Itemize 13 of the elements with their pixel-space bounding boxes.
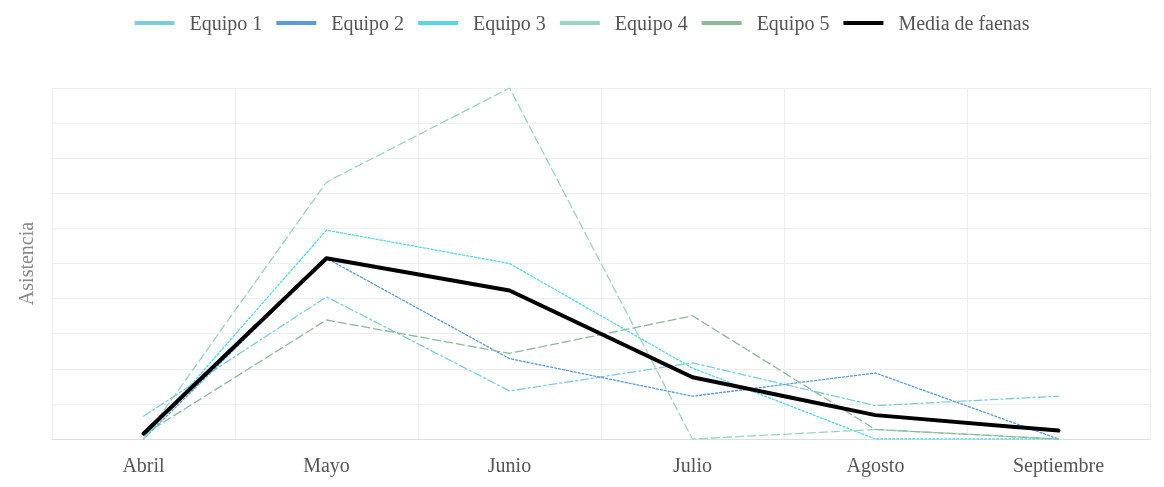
x-tick-label: Agosto [846, 454, 905, 477]
x-tick-label: Abril [122, 454, 166, 476]
legend-label: Equipo 3 [473, 12, 546, 35]
legend-label: Equipo 1 [189, 12, 263, 35]
x-tick-label: Junio [487, 454, 532, 476]
legend-label: Equipo 4 [614, 12, 688, 35]
legend-label: Equipo 2 [331, 12, 405, 35]
legend-label: Media de faenas [898, 12, 1030, 34]
x-tick-label: Mayo [303, 454, 350, 477]
legend-label: Equipo 5 [756, 12, 830, 35]
x-tick-label: Septiembre [1012, 454, 1105, 477]
x-tick-label: Julio [673, 454, 712, 476]
y-axis-title: Asistencia [15, 221, 37, 306]
